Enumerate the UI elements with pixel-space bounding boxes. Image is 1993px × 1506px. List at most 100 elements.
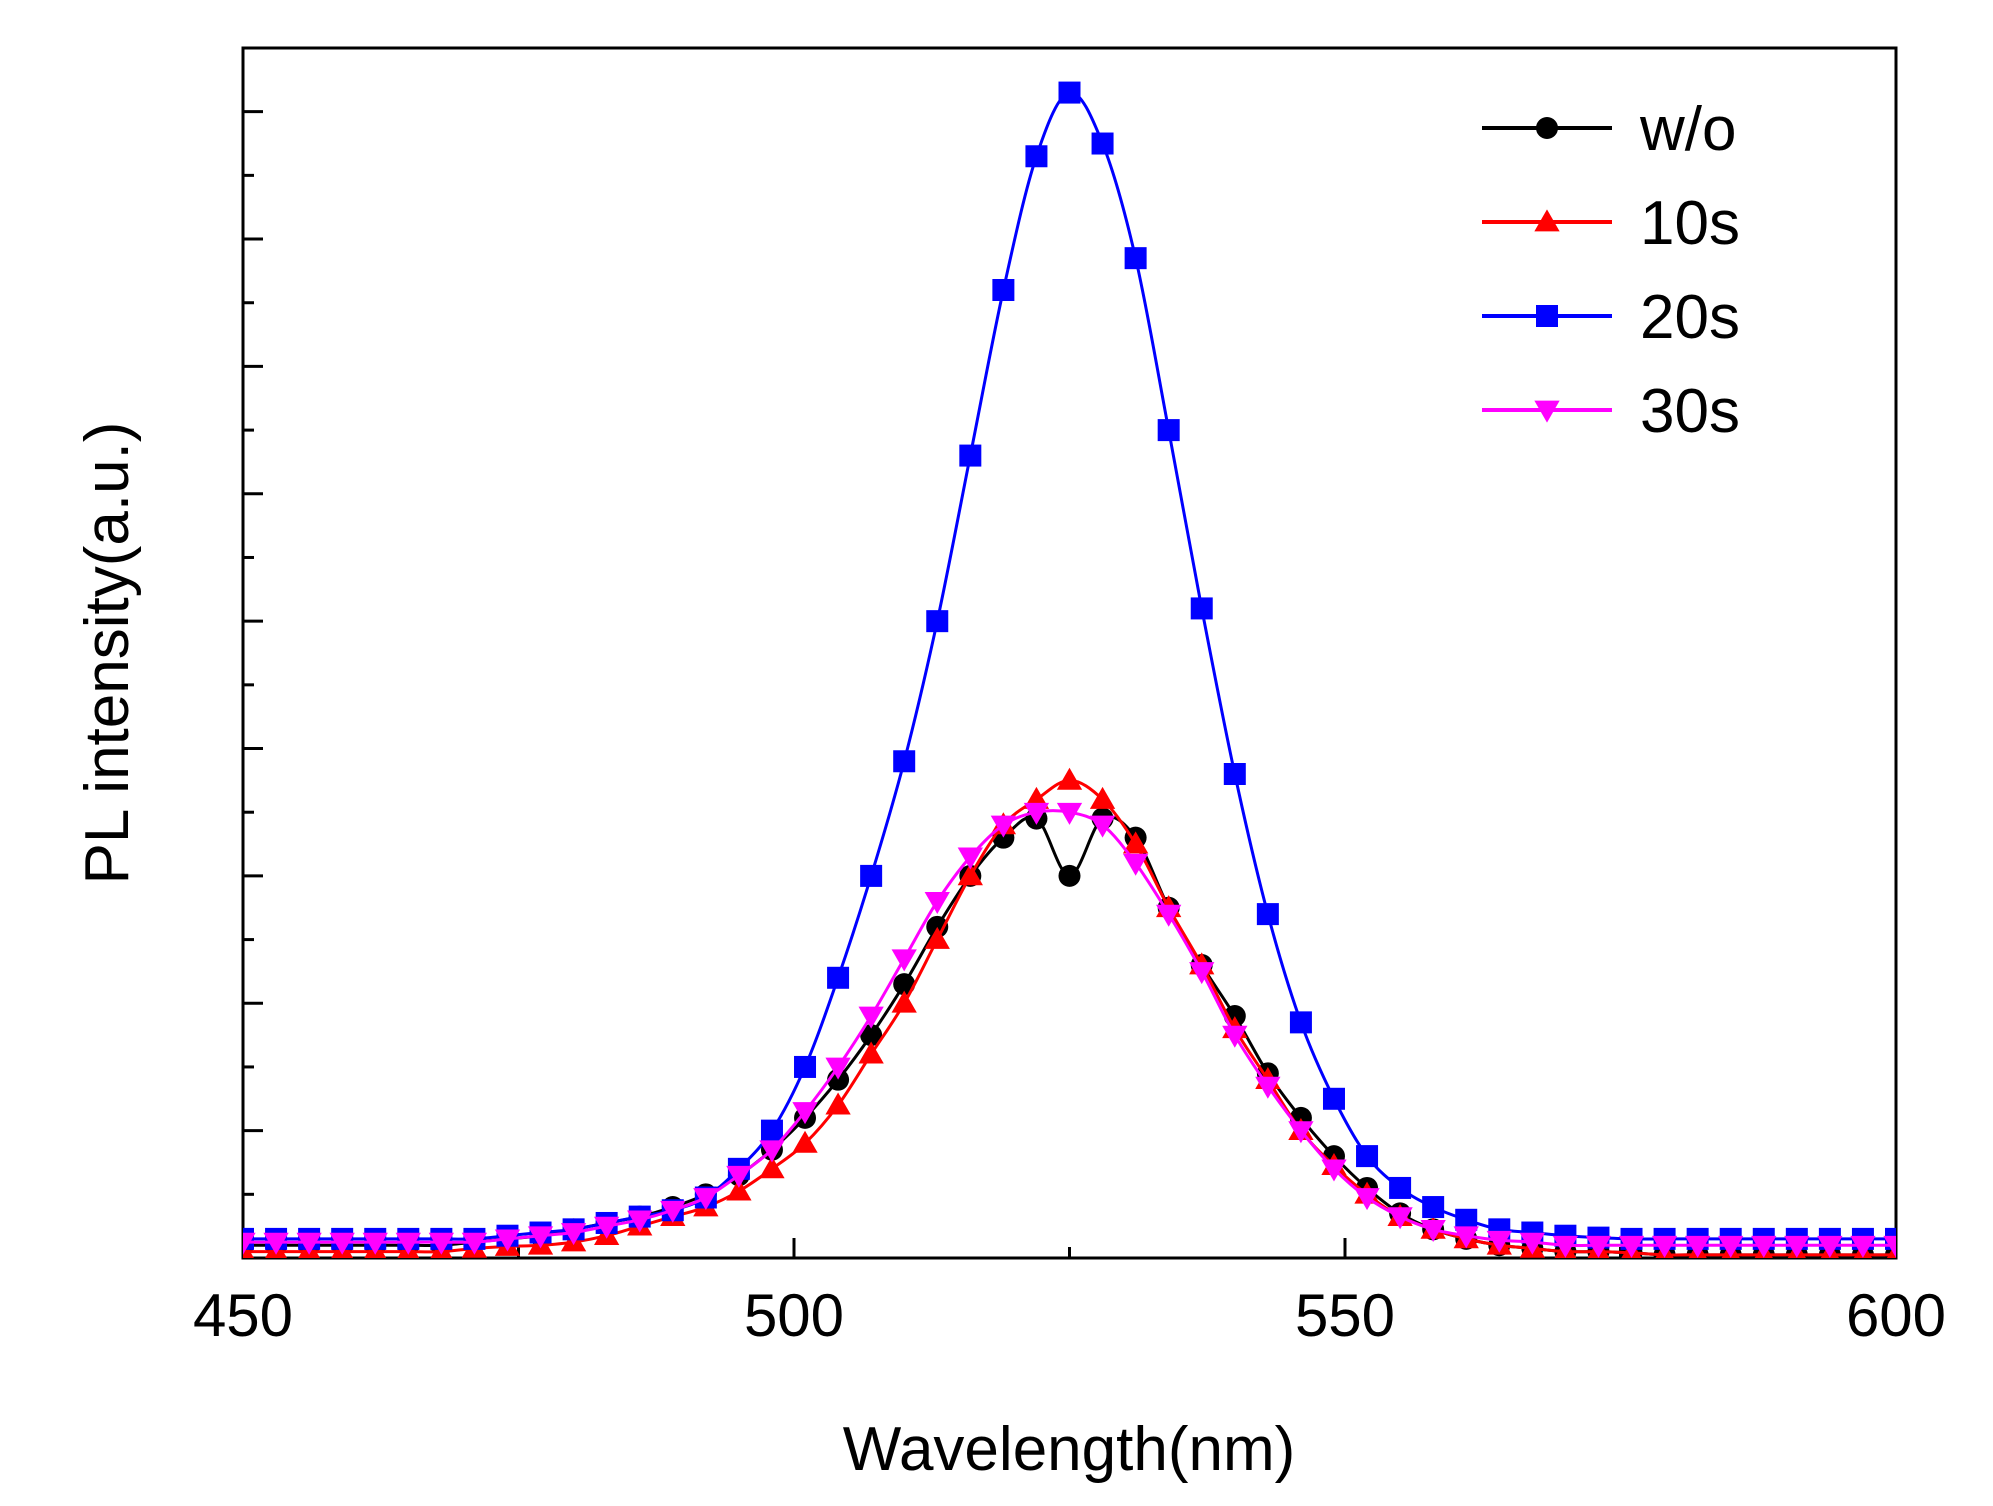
data-point [1455, 1208, 1478, 1231]
legend-item: 10s [1482, 189, 1740, 258]
legend-marker [1536, 117, 1558, 139]
data-point [428, 1232, 455, 1255]
data-point [527, 1226, 554, 1249]
data-point [827, 966, 850, 989]
data-point [1321, 1159, 1347, 1182]
series-wo [243, 807, 1896, 1258]
data-point [1124, 247, 1147, 270]
data-point [860, 1024, 883, 1047]
series-layer [243, 81, 1896, 1258]
data-point [1289, 1011, 1312, 1034]
data-point [1618, 1235, 1645, 1258]
data-point [461, 1232, 488, 1255]
data-point [1422, 1196, 1445, 1219]
legend-label: 20s [1640, 283, 1740, 352]
data-point [1718, 1235, 1744, 1258]
data-point [627, 1210, 653, 1233]
data-point [957, 863, 983, 886]
x-tick-label: 500 [744, 1282, 844, 1349]
data-point [992, 279, 1015, 301]
data-point [1089, 815, 1116, 838]
data-point [926, 610, 949, 633]
data-point [726, 1178, 752, 1201]
data-point [1420, 1219, 1446, 1242]
legend-label: 30s [1640, 377, 1740, 446]
data-point [924, 892, 950, 915]
data-point [1056, 802, 1083, 825]
data-point [893, 750, 916, 773]
data-point [794, 1055, 817, 1078]
legend-marker [1536, 305, 1558, 327]
data-point [1156, 904, 1182, 927]
data-point [1684, 1235, 1711, 1258]
legend-label: w/o [1639, 95, 1736, 164]
data-point [1486, 1230, 1512, 1253]
data-point [1255, 1076, 1281, 1099]
series-line [243, 778, 1896, 1257]
data-point [924, 926, 950, 949]
data-point [792, 1130, 818, 1153]
data-point [1817, 1235, 1843, 1258]
data-point [1453, 1226, 1479, 1249]
legend: w/o 10s 20s 30s [1482, 95, 1740, 446]
data-point [1023, 802, 1050, 825]
y-axis-ticks [243, 46, 263, 1196]
data-point [1883, 1235, 1896, 1258]
legend-marker [1534, 400, 1560, 423]
data-point [660, 1200, 686, 1223]
data-point [395, 1232, 421, 1255]
y-axis-title: PL intensity(a.u.) [73, 422, 142, 885]
data-point [957, 847, 983, 870]
data-point [560, 1223, 587, 1246]
data-point [926, 915, 949, 938]
data-point [858, 1041, 884, 1064]
data-point [1056, 767, 1083, 790]
data-point [362, 1232, 388, 1255]
data-point [1651, 1235, 1678, 1258]
data-point [825, 1092, 851, 1115]
data-point [1288, 1121, 1314, 1144]
data-point [1784, 1235, 1810, 1258]
data-point [1354, 1188, 1380, 1211]
data-point [858, 1006, 884, 1029]
data-point [891, 949, 917, 972]
data-point [759, 1156, 785, 1179]
data-point [693, 1188, 719, 1211]
series-10s [243, 767, 1896, 1258]
data-point [1389, 1176, 1412, 1199]
x-tick-label: 600 [1846, 1282, 1946, 1349]
data-point [1387, 1207, 1413, 1230]
legend-label: 10s [1640, 189, 1740, 258]
data-point [1189, 962, 1215, 985]
x-tick-label: 450 [193, 1282, 293, 1349]
data-point [1122, 853, 1149, 876]
data-point [1122, 831, 1149, 854]
x-axis-ticks: 450 500 550 600 [193, 1238, 1946, 1349]
data-point [1058, 81, 1081, 104]
data-point [1519, 1232, 1545, 1255]
data-point [296, 1232, 322, 1255]
data-point [1322, 1087, 1345, 1110]
data-point [329, 1232, 355, 1255]
data-point [1223, 763, 1246, 785]
data-point [1190, 597, 1213, 620]
data-point [594, 1216, 620, 1239]
data-point [1585, 1235, 1612, 1258]
data-point [494, 1229, 521, 1252]
x-axis-title: Wavelength(nm) [843, 1415, 1296, 1484]
data-point [891, 990, 917, 1013]
series-line [243, 91, 1896, 1241]
data-point [959, 444, 982, 467]
data-point [1157, 419, 1180, 442]
data-point [792, 1102, 818, 1125]
data-point [1091, 132, 1114, 155]
data-point [860, 864, 883, 887]
legend-item: 30s [1482, 377, 1740, 446]
data-point [1552, 1235, 1579, 1258]
data-point [726, 1165, 752, 1188]
data-point [1222, 1025, 1248, 1048]
legend-item: 20s [1482, 283, 1740, 352]
data-point [893, 973, 916, 996]
data-point [243, 1232, 256, 1255]
